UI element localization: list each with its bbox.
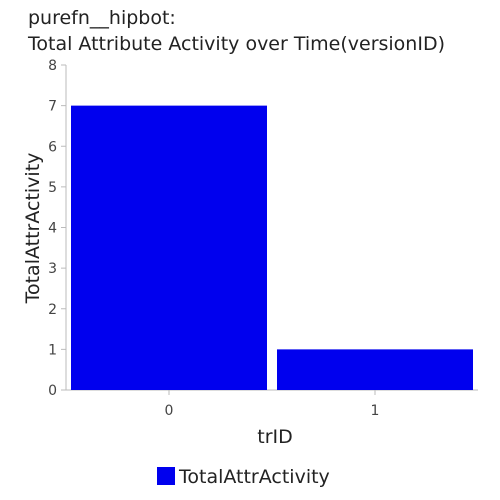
bar-1 (277, 349, 473, 390)
y-tick-label: 6 (48, 139, 57, 155)
y-tick-label: 2 (48, 302, 57, 318)
legend-label: TotalAttrActivity (178, 466, 330, 488)
x-tick-label: 1 (371, 403, 380, 419)
x-tick-label: 0 (165, 403, 174, 419)
y-tick-label: 1 (48, 342, 57, 358)
x-axis-title: trID (257, 426, 293, 448)
legend-swatch (157, 467, 175, 485)
y-tick-label: 0 (48, 383, 57, 399)
y-tick-label: 5 (48, 180, 57, 196)
chart-title-line-1: purefn__hipbot: (28, 7, 176, 29)
y-tick-label: 8 (48, 58, 57, 74)
legend: TotalAttrActivity (157, 466, 330, 488)
plot-area: 0 1 2 3 4 5 6 7 8 0 1 (48, 58, 478, 419)
y-axis-title: TotalAttrActivity (22, 153, 44, 305)
bar-0 (71, 105, 267, 390)
y-tick-label: 3 (48, 261, 57, 277)
y-tick-label: 4 (48, 221, 57, 237)
y-tick-label: 7 (48, 99, 57, 115)
chart-title-line-2: Total Attribute Activity over Time(versi… (28, 33, 445, 55)
